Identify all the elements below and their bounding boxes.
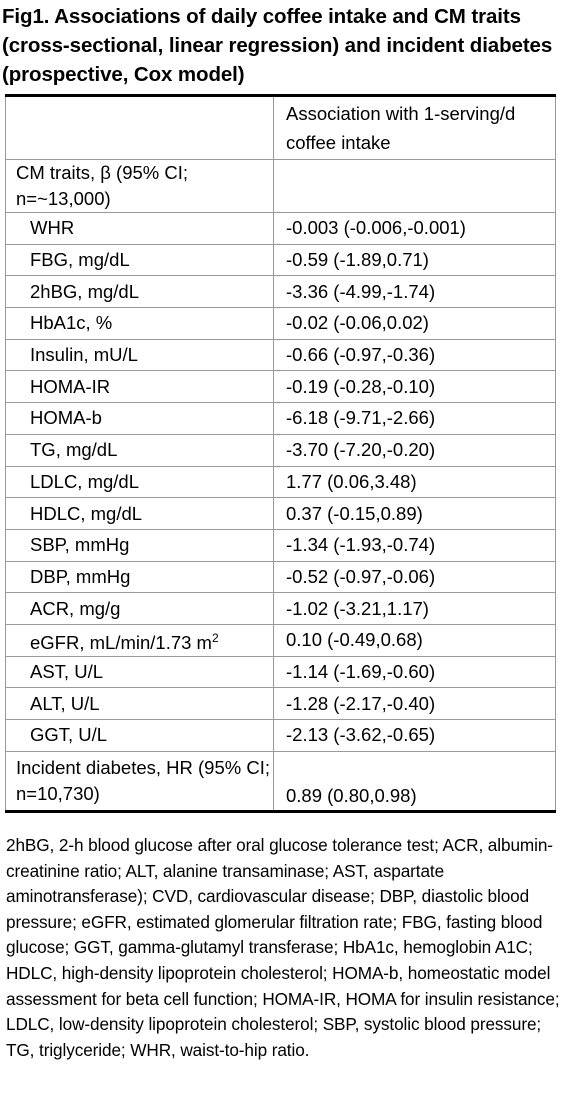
- trait-association-value: -0.003 (-0.006,-0.001): [273, 212, 556, 245]
- trait-label-text: SBP, mmHg: [30, 534, 130, 556]
- trait-label: LDLC, mg/dL: [5, 466, 274, 499]
- trait-label-text: HOMA-b: [30, 407, 102, 429]
- section-label-cm-traits: CM traits, β (95% CI; n=~13,000): [5, 159, 274, 213]
- table-row: ALT, U/L -1.28 (-2.17,-0.40): [5, 687, 556, 720]
- trait-label-text: DBP, mmHg: [30, 565, 131, 587]
- trait-label-text: GGT, U/L: [30, 724, 108, 746]
- table-row: DBP, mmHg -0.52 (-0.97,-0.06): [5, 561, 556, 594]
- table-row: SBP, mmHg -1.34 (-1.93,-0.74): [5, 529, 556, 562]
- trait-label: SBP, mmHg: [5, 529, 274, 562]
- trait-label-text: ALT, U/L: [30, 692, 100, 714]
- table-body: Association with 1-serving/d coffee inta…: [5, 94, 556, 813]
- trait-label-superscript: 2: [211, 630, 219, 645]
- table-row: HbA1c, % -0.02 (-0.06,0.02): [5, 307, 556, 340]
- section-value-empty: [273, 159, 556, 213]
- trait-association-value: -3.70 (-7.20,-0.20): [273, 434, 556, 467]
- trait-label: GGT, U/L: [5, 719, 274, 752]
- trait-label-text: WHR: [30, 217, 75, 239]
- table-row: AST, U/L -1.14 (-1.69,-0.60): [5, 656, 556, 689]
- trait-label: HOMA-b: [5, 402, 274, 435]
- trait-association-value: 1.77 (0.06,3.48): [273, 466, 556, 499]
- table-row: HOMA-b -6.18 (-9.71,-2.66): [5, 402, 556, 435]
- table-row: WHR -0.003 (-0.006,-0.001): [5, 212, 556, 245]
- trait-label: ALT, U/L: [5, 687, 274, 720]
- table-row: ACR, mg/g -1.02 (-3.21,1.17): [5, 592, 556, 625]
- trait-label: DBP, mmHg: [5, 561, 274, 594]
- trait-label: TG, mg/dL: [5, 434, 274, 467]
- trait-label: AST, U/L: [5, 656, 274, 689]
- trait-label: eGFR, mL/min/1.73 m2: [5, 624, 274, 657]
- trait-label: HbA1c, %: [5, 307, 274, 340]
- figure-title: Fig1. Associations of daily coffee intak…: [2, 5, 553, 86]
- footnote-abbreviations: 2hBG, 2-h blood glucose after oral gluco…: [6, 835, 560, 1060]
- trait-label-text: LDLC, mg/dL: [30, 470, 139, 492]
- incident-diabetes-value: 0.89 (0.80,0.98): [273, 751, 556, 813]
- trait-association-value: -1.28 (-2.17,-0.40): [273, 687, 556, 720]
- trait-label-text: TG, mg/dL: [30, 439, 118, 461]
- section-row-incident-diabetes: Incident diabetes, HR (95% CI; n=10,730)…: [5, 751, 556, 813]
- table-row: HOMA-IR -0.19 (-0.28,-0.10): [5, 370, 556, 404]
- header-cell-empty: [5, 94, 274, 160]
- table-row: 2hBG, mg/dL -3.36 (-4.99,-1.74): [5, 275, 556, 309]
- trait-association-value: -2.13 (-3.62,-0.65): [273, 719, 556, 752]
- header-cell-association: Association with 1-serving/d coffee inta…: [273, 94, 556, 160]
- trait-association-value: -0.52 (-0.97,-0.06): [273, 561, 556, 594]
- trait-association-value: -0.66 (-0.97,-0.36): [273, 339, 556, 372]
- trait-association-value: -0.59 (-1.89,0.71): [273, 244, 556, 277]
- trait-label-text: FBG, mg/dL: [30, 249, 130, 271]
- trait-association-value: -6.18 (-9.71,-2.66): [273, 402, 556, 435]
- table-row: eGFR, mL/min/1.73 m2 0.10 (-0.49,0.68): [5, 624, 556, 657]
- trait-label-text: AST, U/L: [30, 660, 103, 682]
- trait-label: Insulin, mU/L: [5, 339, 274, 372]
- section-row-cm-traits: CM traits, β (95% CI; n=~13,000): [5, 159, 556, 213]
- trait-label-text: Insulin, mU/L: [30, 344, 138, 366]
- trait-association-value: -3.36 (-4.99,-1.74): [273, 275, 556, 309]
- trait-label: WHR: [5, 212, 274, 245]
- trait-association-value: -1.02 (-3.21,1.17): [273, 592, 556, 625]
- table-row: HDLC, mg/dL 0.37 (-0.15,0.89): [5, 497, 556, 530]
- results-table: Association with 1-serving/d coffee inta…: [5, 94, 556, 813]
- section-label-incident-diabetes: Incident diabetes, HR (95% CI; n=10,730): [5, 751, 274, 813]
- table-row: Insulin, mU/L -0.66 (-0.97,-0.36): [5, 339, 556, 372]
- trait-label-text: HbA1c, %: [30, 312, 113, 334]
- trait-association-value: -0.19 (-0.28,-0.10): [273, 370, 556, 404]
- trait-label: FBG, mg/dL: [5, 244, 274, 277]
- trait-association-value: -0.02 (-0.06,0.02): [273, 307, 556, 340]
- trait-label-text: ACR, mg/g: [30, 597, 121, 619]
- trait-association-value: -1.14 (-1.69,-0.60): [273, 656, 556, 689]
- table-row: GGT, U/L -2.13 (-3.62,-0.65): [5, 719, 556, 752]
- trait-label: HOMA-IR: [5, 370, 274, 404]
- trait-label-text: 2hBG, mg/dL: [30, 280, 140, 302]
- table-row: FBG, mg/dL -0.59 (-1.89,0.71): [5, 244, 556, 277]
- trait-label: HDLC, mg/dL: [5, 497, 274, 530]
- table-header-row: Association with 1-serving/d coffee inta…: [5, 94, 556, 160]
- table-row: TG, mg/dL -3.70 (-7.20,-0.20): [5, 434, 556, 467]
- trait-association-value: -1.34 (-1.93,-0.74): [273, 529, 556, 562]
- table-row: LDLC, mg/dL 1.77 (0.06,3.48): [5, 466, 556, 499]
- trait-association-value: 0.10 (-0.49,0.68): [273, 624, 556, 657]
- trait-association-value: 0.37 (-0.15,0.89): [273, 497, 556, 530]
- trait-label-text: eGFR, mL/min/1.73 m: [30, 631, 212, 653]
- trait-label-text: HOMA-IR: [30, 375, 111, 397]
- trait-label: ACR, mg/g: [5, 592, 274, 625]
- trait-label: 2hBG, mg/dL: [5, 275, 274, 309]
- trait-label-text: HDLC, mg/dL: [30, 502, 143, 524]
